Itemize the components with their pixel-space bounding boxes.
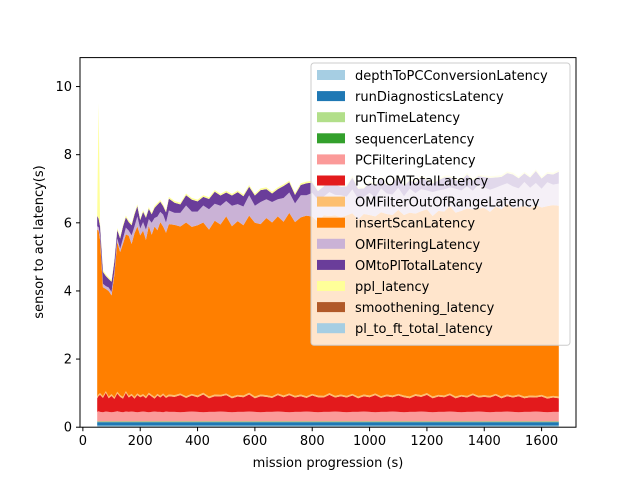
area-series-4	[97, 411, 559, 422]
legend-label-8: OMFilteringLatency	[355, 238, 480, 253]
legend-label-0: depthToPCConversionLatency	[355, 69, 548, 84]
legend-label-11: smoothening_latency	[355, 301, 495, 316]
legend-swatch-4	[317, 154, 345, 165]
legend-label-1: runDiagnosticsLatency	[355, 90, 504, 105]
legend-swatch-2	[317, 112, 345, 123]
legend-box	[310, 62, 571, 346]
x-tick-label-2: 400	[185, 434, 210, 449]
legend-label-9: OMtoPlTotalLatency	[355, 259, 483, 274]
y-tick-label-3: 6	[64, 216, 72, 231]
x-tick-label-6: 1200	[410, 434, 443, 449]
legend-swatch-8	[317, 238, 345, 249]
legend-label-4: PCFilteringLatency	[355, 153, 476, 168]
legend-swatch-12	[317, 323, 345, 334]
legend-label-6: OMFilterOutOfRangeLatency	[355, 196, 540, 211]
y-tick-label-1: 2	[64, 353, 72, 368]
y-axis-label: sensor to act latency(s)	[32, 165, 47, 318]
x-axis: 0 200 400 600 800 1000 1200 1400 1600	[79, 427, 558, 449]
x-axis-label: mission progression (s)	[253, 456, 404, 471]
legend-label-10: ppl_latency	[355, 280, 430, 295]
legend-swatch-9	[317, 259, 345, 270]
legend-swatch-10	[317, 281, 345, 291]
legend-label-12: pl_to_ft_total_latency	[355, 322, 493, 337]
legend-swatch-0	[317, 70, 345, 80]
x-tick-label-5: 1000	[353, 434, 386, 449]
legend-label-7: insertScanLatency	[355, 217, 475, 232]
x-tick-label-3: 600	[242, 434, 267, 449]
x-tick-label-1: 200	[128, 434, 153, 449]
legend-swatch-5	[317, 175, 345, 186]
x-tick-label-7: 1400	[468, 434, 501, 449]
area-series-5	[97, 392, 559, 413]
legend-swatch-3	[317, 133, 345, 144]
y-tick-label-5: 10	[55, 80, 72, 95]
y-axis: 0 2 4 6 8 10	[55, 80, 80, 436]
legend-label-5: PCtoOMTotalLatency	[355, 175, 488, 190]
y-tick-label-2: 4	[64, 284, 72, 299]
x-tick-label-8: 1600	[525, 434, 558, 449]
legend-swatch-11	[317, 302, 345, 313]
plot-frame	[79, 57, 577, 428]
legend-swatch-6	[317, 196, 345, 207]
x-tick-label-4: 800	[300, 434, 325, 449]
area-series-9	[97, 171, 559, 292]
legend-swatch-7	[317, 217, 345, 228]
area-series-1	[97, 422, 559, 426]
legend: depthToPCConversionLatency runDiagnostics…	[310, 62, 571, 346]
legend-label-2: runTimeLatency	[355, 111, 460, 126]
x-tick-label-0: 0	[79, 434, 87, 449]
y-tick-label-4: 8	[64, 148, 72, 163]
area-series-6	[97, 391, 559, 399]
legend-swatch-1	[317, 91, 345, 102]
y-tick-label-0: 0	[64, 421, 72, 436]
legend-label-3: sequencerLatency	[355, 132, 475, 147]
